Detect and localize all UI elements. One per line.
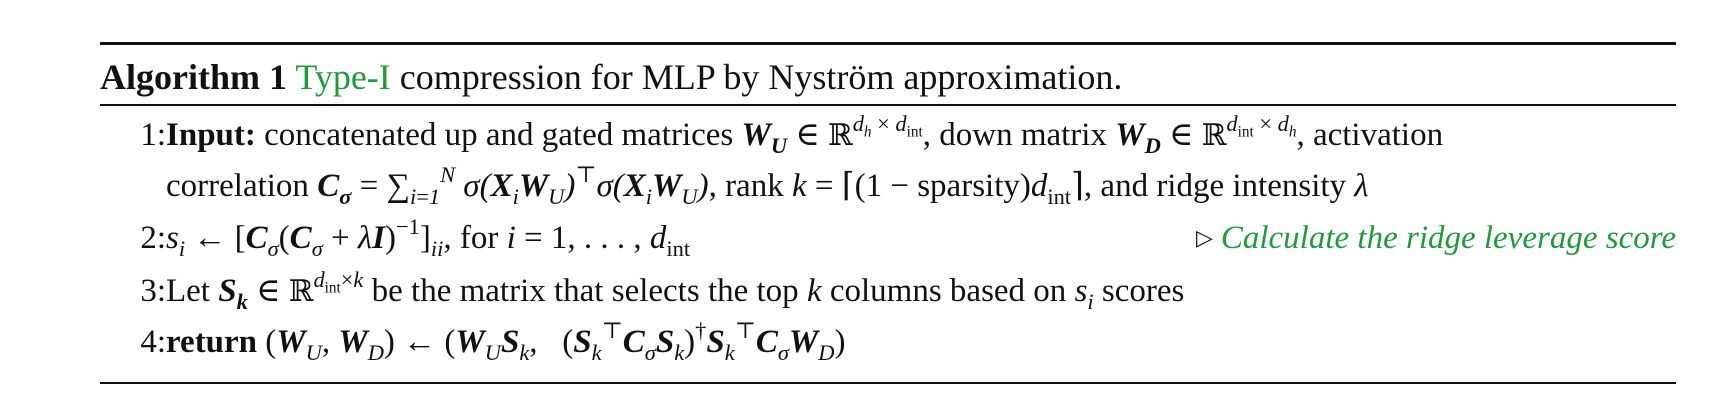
line-1-continued: correlation Cσ = ∑i=1N σ(XiWU)⊤σ(XiWU), … [166,162,1369,209]
math-Sk: Sk [218,273,248,314]
math-ceil: ⌈(1 − sparsity)dint⌉ [841,168,1084,209]
line-number-2: 2: [140,220,166,256]
math-si-2: si [1074,273,1094,314]
math-range: i [506,220,516,256]
line-3: Let Sk ∈ ℝdint×k be the matrix that sele… [166,267,1185,314]
algorithm-title: compression for MLP by Nyström approxima… [390,57,1123,97]
line-1-text-e: , rank [708,168,792,204]
line-number-3: 3: [140,273,166,309]
math-R: ℝ [828,118,853,153]
line-2: si ← [Cσ(Cσ + λI)−1]ii, for i = 1, . . .… [166,214,691,261]
math-WD: WD [1115,117,1161,158]
input-keyword: Input: [166,117,256,153]
math-si: si [166,220,186,261]
math-dim-1: dh × dint [852,111,923,141]
line-3-text-c: columns based on [821,273,1075,309]
line-4: return (WU, WD) ← (WUSk, (Sk⊤CσSk)†Sk⊤Cσ… [166,318,845,366]
line-2-text: , for [443,220,507,256]
line-3-text-a: Let [166,273,219,309]
line-1-text-d: correlation [166,168,318,204]
math-correlation: σ(XiWU)⊤σ(XiWU) [463,162,709,209]
algorithm-type: Type-I [295,57,391,97]
comment-text: Calculate the ridge leverage score [1220,220,1676,256]
algorithm-block: Algorithm 1 Type-I compression for MLP b… [100,0,1676,416]
math-dim-2: dint × dh [1226,111,1297,141]
comment-triangle-icon: ▷ [1195,225,1213,250]
line-number-4: 4: [140,324,166,360]
math-lambda: λ [1354,168,1369,204]
math-k: k [806,273,822,309]
line-1-text-c: , activation [1296,117,1444,153]
math-C-sigma: Cσ [317,168,352,209]
math-dim-3: dint×k [313,267,364,297]
math-sum: ∑i=1N [386,162,456,209]
math-WU: WU [741,117,788,158]
line-2-comment: ▷ Calculate the ridge leverage score [1196,214,1676,262]
algorithm-caption: Algorithm 1 Type-I compression for MLP b… [100,52,1122,102]
line-1: Input: concatenated up and gated matrice… [166,111,1444,158]
math-leverage: [Cσ(Cσ + λI)−1]ii [234,214,444,261]
line-1-text-a: concatenated up and gated matrices [255,117,742,153]
line-1-text-f: , and ridge intensity [1083,168,1355,204]
math-in: ∈ [795,117,820,153]
math-rank: k [791,168,807,204]
line-3-text-d: scores [1093,273,1185,309]
algorithm-label: Algorithm 1 [100,57,287,97]
caption-rule [100,104,1676,106]
line-1-text-b: , down matrix [922,117,1116,153]
bottom-rule [100,382,1676,384]
line-number-1: 1: [140,117,166,153]
top-rule [100,42,1676,45]
line-3-text-b: be the matrix that selects the top [363,273,807,309]
return-keyword: return [166,324,258,360]
math-return: (WU, WD) ← (WUSk, (Sk⊤CσSk)†Sk⊤CσWD) [265,318,846,365]
